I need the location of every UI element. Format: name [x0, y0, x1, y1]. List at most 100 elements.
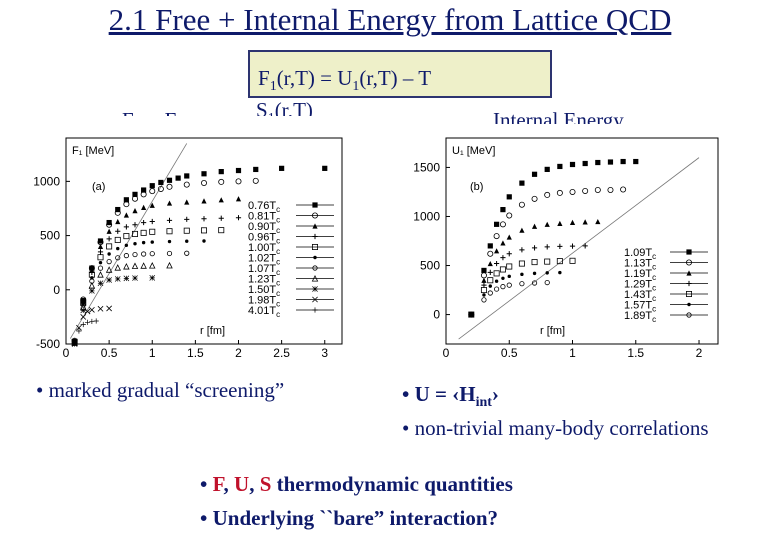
data-point — [569, 219, 576, 225]
data-point — [582, 243, 588, 249]
legend-marker — [311, 212, 318, 219]
data-point — [518, 260, 525, 267]
data-point — [531, 245, 538, 251]
data-point — [98, 260, 103, 265]
data-point — [132, 251, 138, 258]
data-point — [519, 227, 525, 233]
data-point — [149, 218, 155, 225]
legend-entry: 1.50Tc — [248, 284, 280, 298]
data-point — [149, 183, 155, 189]
data-point — [132, 208, 138, 214]
x-tick-label: 0 — [443, 346, 450, 360]
data-point — [595, 159, 601, 166]
data-point — [531, 223, 538, 229]
data-point — [569, 161, 576, 168]
data-point — [157, 185, 164, 192]
data-point — [218, 227, 225, 234]
data-point — [520, 272, 524, 277]
legend-entry: 0.96Tc — [248, 232, 280, 246]
data-point — [158, 179, 164, 186]
data-point — [556, 189, 563, 196]
data-point — [124, 243, 129, 248]
data-point — [106, 243, 113, 250]
data-point — [494, 248, 500, 254]
data-point — [150, 240, 154, 244]
data-point — [149, 202, 155, 208]
legend-sub: c — [276, 289, 280, 298]
data-point — [97, 249, 104, 255]
reference-line — [69, 143, 188, 339]
data-point — [531, 280, 538, 286]
data-point — [114, 209, 121, 216]
data-point — [131, 262, 139, 269]
x-tick-label: 2 — [696, 346, 703, 360]
x-tick-label: 3 — [321, 346, 328, 360]
data-point — [149, 188, 156, 195]
x-tick-label: 2 — [235, 346, 242, 360]
data-point — [481, 267, 487, 274]
data-point — [582, 187, 589, 194]
data-point — [76, 324, 82, 331]
data-point — [500, 240, 506, 246]
data-point — [123, 233, 130, 240]
data-point — [184, 250, 190, 256]
data-point — [106, 277, 112, 283]
legend-sub: c — [652, 315, 656, 324]
legend-entry: 1.98Tc — [248, 295, 280, 309]
y-tick-label: 0 — [433, 308, 440, 322]
data-point — [569, 188, 576, 195]
data-point — [106, 305, 113, 312]
data-point — [494, 286, 500, 292]
data-point — [97, 265, 104, 271]
data-point — [123, 275, 130, 282]
bullet-screening: • marked gradual “screening” — [36, 378, 285, 402]
plot-b-frame — [445, 137, 719, 345]
data-point — [506, 263, 513, 270]
data-point — [544, 244, 550, 250]
data-point — [544, 279, 550, 286]
data-point — [253, 166, 259, 173]
legend-entry: 1.23Tc — [248, 274, 280, 288]
data-point — [123, 212, 129, 218]
data-point — [167, 239, 172, 244]
data-point — [468, 311, 474, 318]
legend-sub: c — [652, 284, 656, 293]
data-point — [184, 216, 190, 222]
reference-line — [458, 157, 700, 340]
bullet-thermo-quantities: • F, U, S thermodynamic quantities — [200, 472, 513, 496]
data-point — [80, 307, 87, 314]
legend-entry: 1.19Tc — [624, 268, 656, 282]
legend-sub: c — [276, 205, 280, 214]
legend-marker — [312, 307, 318, 313]
data-point — [582, 219, 588, 225]
data-point — [97, 254, 104, 261]
data-point — [202, 239, 206, 243]
legend-sub: c — [276, 279, 280, 288]
data-point — [184, 199, 190, 205]
data-point — [114, 236, 121, 243]
plot-a-panel-label: (a) — [92, 181, 105, 193]
legend-marker — [312, 265, 318, 271]
data-point — [218, 178, 225, 185]
x-tick-label: 0 — [63, 346, 70, 360]
legend-marker — [312, 202, 318, 208]
data-point — [201, 171, 207, 177]
data-point — [141, 219, 147, 226]
data-point — [141, 240, 146, 245]
legend-sub: c — [276, 300, 280, 309]
data-point — [183, 227, 190, 234]
legend-entry: 1.13Tc — [624, 258, 656, 272]
data-point — [107, 252, 111, 256]
data-point — [506, 251, 512, 257]
data-point — [633, 158, 639, 165]
data-point — [544, 191, 551, 198]
legend-marker — [313, 255, 317, 260]
data-point — [114, 276, 121, 282]
data-point — [557, 220, 563, 226]
data-point — [595, 218, 601, 225]
data-point — [500, 284, 506, 290]
data-point — [499, 266, 506, 273]
data-point — [582, 160, 588, 167]
legend-entry: 1.89Tc — [624, 310, 656, 324]
legend-sub: c — [276, 247, 280, 256]
